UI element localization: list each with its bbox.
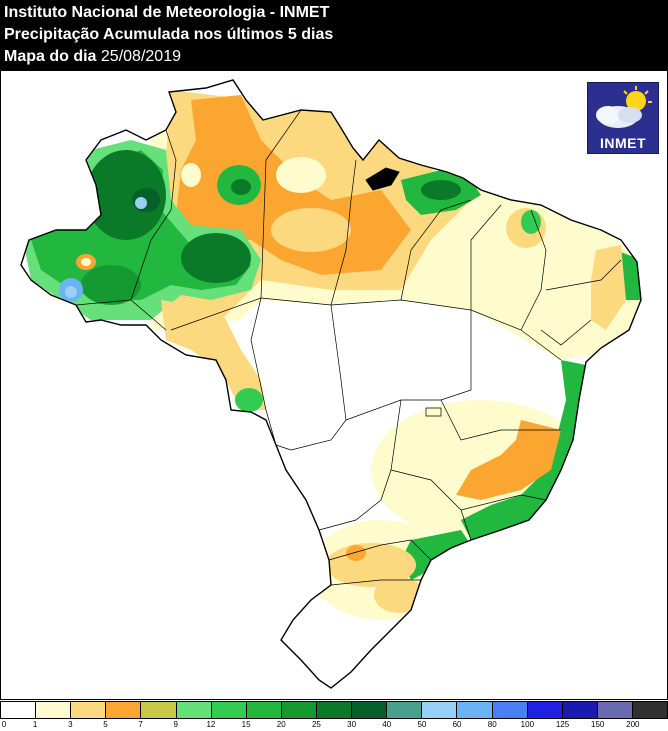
legend-swatch (492, 702, 528, 718)
rain-zone-south-orange-core (346, 545, 366, 561)
legend-swatch (141, 702, 177, 718)
legend-swatch (527, 702, 563, 718)
legend-swatch (246, 702, 282, 718)
legend-tick-label: 100 (520, 720, 535, 729)
legend-swatch (71, 702, 107, 718)
legend-swatch (316, 702, 353, 718)
marajo-island (365, 167, 400, 191)
state-borders (75, 109, 622, 586)
legend-tick-label: 20 (276, 720, 286, 729)
legend-tick-label: 5 (103, 720, 108, 729)
rain-zone-south-coast-green (401, 530, 471, 580)
precipitation-map (0, 71, 668, 700)
rain-zone-mt-green (235, 388, 263, 412)
rain-zone-pale-spot (271, 208, 351, 252)
map-subtitle: Precipitação Acumulada nos últimos 5 dia… (4, 26, 334, 43)
legend-swatch (281, 702, 317, 718)
legend-swatch (106, 702, 142, 718)
rain-zone-west-dark-b (181, 233, 251, 283)
map-date-label: Mapa do dia (4, 48, 97, 65)
precipitation-legend: 0 1 3 5 7 9 12 15 20 25 30 40 50 60 80 100 125 150 200 (0, 700, 668, 731)
legend-swatch (632, 702, 668, 718)
legend-swatch (457, 702, 493, 718)
legend-labels: 0 1 3 5 7 9 12 15 20 25 30 40 50 60 80 100 125 150 200 (0, 720, 668, 731)
legend-swatch (1, 702, 37, 718)
rain-zone-west-blue-core (65, 286, 77, 298)
map-date-line: Mapa do dia 25/08/2019 (4, 47, 181, 67)
map-date-value: 25/08/2019 (100, 48, 181, 65)
legend-tick-label: 50 (417, 720, 427, 729)
legend-tick-label: 25 (311, 720, 321, 729)
legend-tick-label: 60 (452, 720, 462, 729)
legend-tick-label: 125 (555, 720, 570, 729)
rain-zone-amapa-dark (421, 180, 461, 200)
rain-zone-sc-orange (374, 577, 424, 613)
rain-zone-north-green-core (231, 179, 251, 195)
rain-zone-west-dark-a (86, 150, 166, 240)
brazil-map (20, 79, 642, 689)
rain-zone-east-coast-orange (456, 420, 561, 500)
legend-swatch (176, 702, 212, 718)
legend-tick-label: 1 (32, 720, 38, 729)
sun-cloud-icon (596, 86, 652, 128)
legend-tick-label: 30 (347, 720, 357, 729)
legend-tick-label: 200 (626, 720, 640, 729)
map-header: Instituto Nacional de Meteorologia - INM… (0, 0, 668, 71)
rain-zone-center-north-white (276, 157, 326, 193)
inmet-logo: INMET (587, 82, 659, 154)
legend-color-bar (0, 701, 668, 719)
legend-swatch (352, 702, 388, 718)
legend-swatch (211, 702, 247, 718)
legend-tick-label: 40 (382, 720, 392, 729)
legend-swatch (387, 702, 423, 718)
rain-zone-ce-green (521, 210, 541, 234)
legend-tick-label: 9 (173, 720, 179, 729)
institution-title: Instituto Nacional de Meteorologia - INM… (4, 4, 330, 21)
rain-zone-west-blue (135, 197, 147, 209)
legend-swatch (36, 702, 72, 718)
legend-tick-label: 80 (487, 720, 497, 729)
legend-tick-label: 15 (241, 720, 251, 729)
rain-zone-west-dark-c (81, 265, 141, 305)
legend-tick-label: 12 (206, 720, 216, 729)
legend-swatch (597, 702, 633, 718)
legend-tick-label: 3 (68, 720, 73, 729)
logo-text: INMET (599, 135, 647, 151)
legend-tick-label: 0 (1, 720, 7, 729)
rain-zone-northeast-yellow (591, 245, 626, 330)
rain-zone-west-pale-spot (81, 258, 91, 266)
legend-swatch (562, 702, 598, 718)
rain-zone-north-pale (181, 163, 201, 187)
rain-zone-rondonia-orange (161, 300, 266, 410)
legend-tick-label: 150 (590, 720, 605, 729)
legend-swatch (422, 702, 458, 718)
legend-tick-label: 7 (138, 720, 143, 729)
